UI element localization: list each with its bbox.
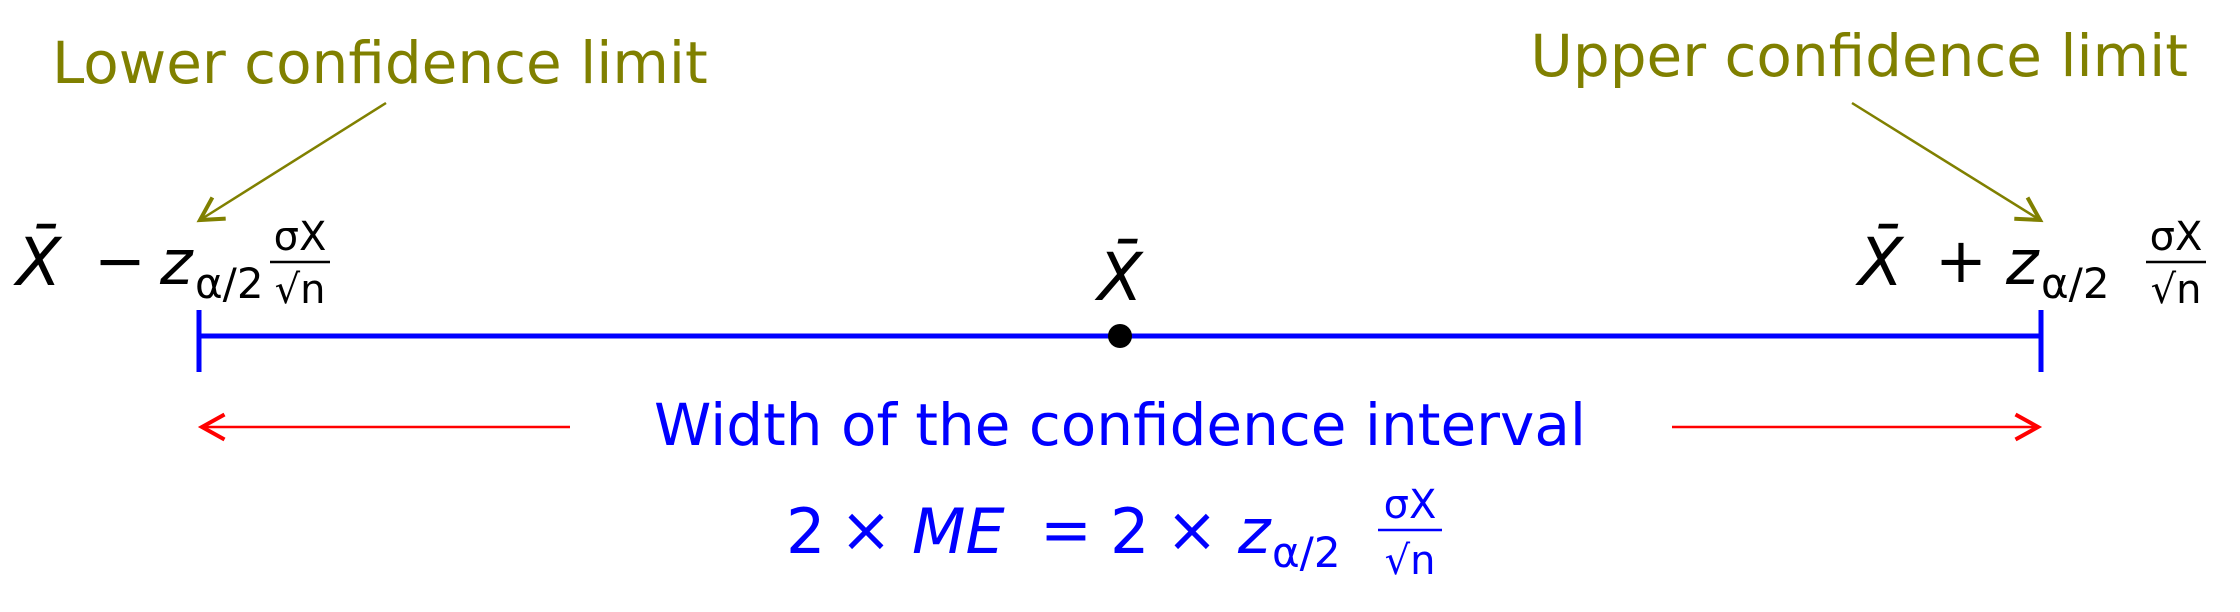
width-formula-me: ME: [912, 495, 1005, 568]
width-formula-z: z: [1237, 495, 1272, 568]
lower-frac-numerator: σX: [274, 214, 327, 260]
upper-bound-formula: X̄ + z α/2 σX √n: [1855, 214, 2206, 313]
upper-z: z: [2005, 226, 2040, 299]
upper-plus-sign: +: [1935, 224, 1987, 297]
width-formula-lhs-coef: 2: [786, 495, 825, 568]
upper-frac-denominator: √n: [2151, 267, 2202, 313]
upper-limit-label: Upper confidence limit: [1530, 22, 2188, 90]
width-formula-z-subscript: α/2: [1272, 528, 1341, 577]
width-formula-times-2: ×: [1166, 493, 1218, 566]
width-formula-equals: =: [1040, 493, 1092, 566]
width-formula-frac-numerator: σX: [1384, 482, 1437, 528]
lower-z-subscript: α/2: [195, 259, 264, 308]
width-formula: 2 × ME = 2 × z α/2 σX √n: [786, 482, 1442, 584]
lower-limit-label: Lower confidence limit: [52, 29, 708, 97]
upper-frac-numerator: σX: [2150, 214, 2203, 260]
lower-limit-pointer-arrow: [196, 101, 387, 223]
width-formula-rhs-coef: 2: [1110, 495, 1149, 568]
upper-z-subscript: α/2: [2041, 259, 2110, 308]
width-formula-frac-denominator: √n: [1385, 538, 1436, 584]
upper-xbar: X̄: [1855, 224, 1905, 301]
upper-limit-pointer-arrow: [1851, 101, 2044, 223]
width-label: Width of the confidence interval: [654, 391, 1586, 459]
lower-minus-sign: −: [94, 224, 146, 297]
sample-mean-point: [1108, 324, 1132, 348]
width-formula-times-1: ×: [840, 493, 892, 566]
sample-mean-label: X̄: [1094, 239, 1144, 316]
lower-bound-formula: X̄ − z α/2 σX √n: [13, 214, 330, 313]
lower-frac-denominator: √n: [275, 267, 326, 313]
lower-xbar: X̄: [13, 224, 63, 301]
lower-z: z: [159, 226, 194, 299]
